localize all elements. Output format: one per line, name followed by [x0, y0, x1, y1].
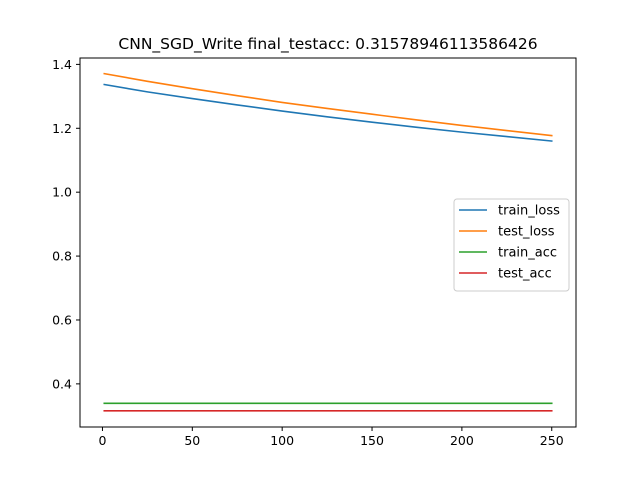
y-tick-label: 0.6 — [52, 312, 72, 327]
chart-title: CNN_SGD_Write final_testacc: 0.315789461… — [118, 35, 537, 54]
series-line-train-loss — [103, 83, 553, 142]
legend-label-test-loss: test_loss — [498, 225, 555, 240]
y-tick-label: 0.4 — [52, 376, 72, 391]
legend-label-test-acc: test_acc — [498, 267, 552, 282]
series-line-test-loss — [103, 72, 553, 137]
x-tick-label: 150 — [360, 433, 384, 448]
legend: train_loss test_loss train_acc test_acc — [453, 198, 570, 292]
legend-label-train-loss: train_loss — [498, 204, 560, 219]
y-axis: 0.4 0.6 0.8 1.0 1.2 1.4 — [52, 57, 80, 391]
x-tick-label: 250 — [540, 433, 564, 448]
legend-label-train-acc: train_acc — [498, 246, 557, 261]
y-tick-label: 1.2 — [52, 121, 72, 136]
y-tick-label: 1.4 — [52, 57, 72, 72]
legend-box — [453, 198, 570, 292]
axes-frame — [79, 57, 577, 428]
y-tick-label: 0.8 — [52, 249, 72, 264]
x-axis: 0 50 100 150 200 250 — [98, 427, 564, 448]
x-tick-label: 0 — [98, 433, 106, 448]
y-tick-label: 1.0 — [52, 185, 72, 200]
x-tick-label: 100 — [270, 433, 294, 448]
x-tick-label: 200 — [450, 433, 474, 448]
series-group — [103, 72, 553, 412]
x-tick-label: 50 — [184, 433, 200, 448]
